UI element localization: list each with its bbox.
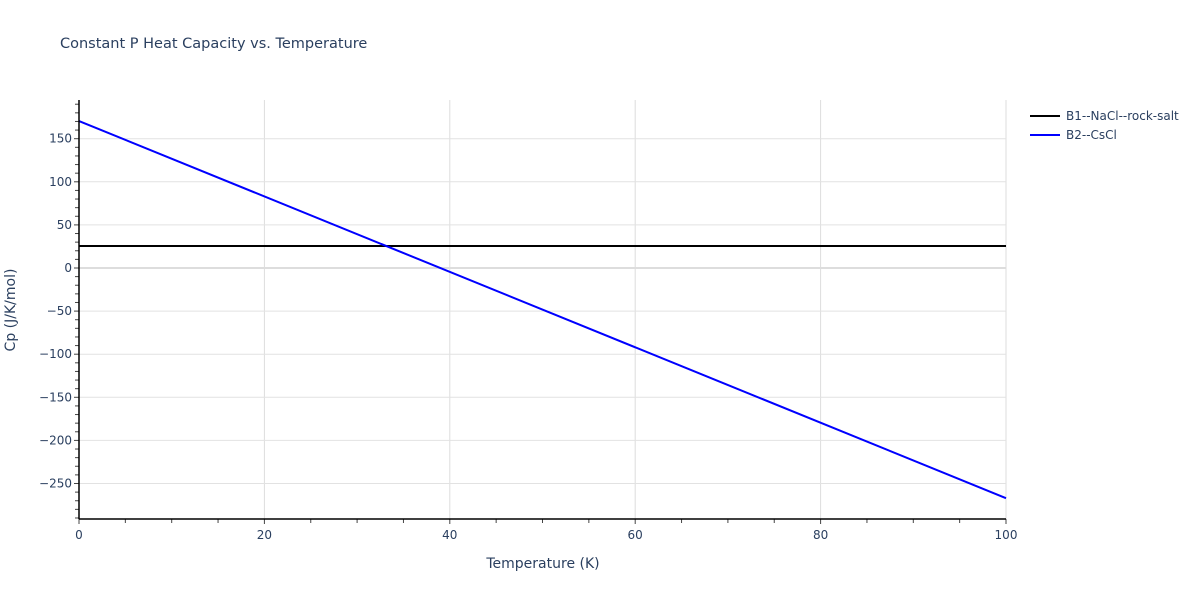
legend-item-b1[interactable]: B1--NaCl--rock-salt — [1030, 106, 1179, 125]
legend-swatch-b1 — [1030, 114, 1060, 117]
legend-label: B1--NaCl--rock-salt — [1066, 108, 1179, 123]
x-tick-label: 100 — [995, 528, 1018, 542]
x-tick-label: 0 — [75, 528, 83, 542]
y-tick-label: 100 — [49, 175, 72, 189]
legend: B1--NaCl--rock-salt B2--CsCl — [1030, 106, 1179, 144]
y-tick-label: −250 — [39, 477, 72, 491]
y-tick-label: −150 — [39, 390, 72, 404]
x-tick-label: 20 — [257, 528, 272, 542]
y-tick-label: −100 — [39, 347, 72, 361]
x-axis-title: Temperature (K) — [485, 556, 599, 572]
x-tick-label: 40 — [442, 528, 457, 542]
chart-title: Constant P Heat Capacity vs. Temperature — [60, 36, 368, 52]
y-tick-label: −200 — [39, 433, 72, 447]
y-tick-label: 150 — [49, 132, 72, 146]
series-line — [78, 120, 1007, 500]
legend-item-b2[interactable]: B2--CsCl — [1030, 125, 1179, 144]
y-tick-label: 50 — [57, 218, 72, 232]
x-tick-label: 60 — [628, 528, 643, 542]
gridlines — [79, 100, 1007, 519]
y-axis-title: Cp (J/K/mol) — [3, 269, 19, 352]
legend-swatch-b2 — [1030, 133, 1060, 136]
x-tick-label: 80 — [813, 528, 828, 542]
y-tick-label: −50 — [47, 304, 72, 318]
data-lines — [78, 120, 1007, 500]
y-tick-label: 0 — [64, 261, 72, 275]
axes: 0 20 40 60 80 100 150 100 50 0 −50 −100 −150 −200 −250 — [39, 100, 1017, 542]
legend-label: B2--CsCl — [1066, 127, 1117, 142]
